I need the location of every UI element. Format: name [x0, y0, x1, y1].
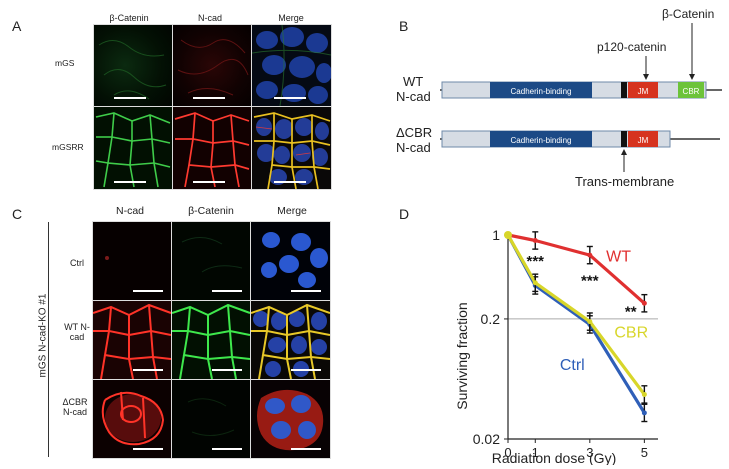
panel-a-label: A	[12, 18, 22, 34]
panel-c-row-label-wt: WT N-cad	[64, 322, 90, 342]
series-label-cbr: CBR	[614, 325, 648, 342]
x-tick-label: 1	[532, 445, 539, 460]
panel-c-group-label: mGS N-cad-KO #1	[37, 293, 49, 378]
significance-annotation: **	[625, 303, 637, 320]
wt-cbr-label: CBR	[683, 87, 700, 96]
significance-annotation: ***	[581, 272, 599, 289]
y-tick-label: 0.02	[473, 431, 500, 447]
x-tick-label: 3	[586, 445, 593, 460]
wt-jm-domain	[628, 82, 658, 98]
dcbr-label-line2: N-cad	[396, 140, 431, 155]
ncad-domain-diagram: WT N-cad Cadherin-binding JM CBR p120-ca…	[396, 7, 722, 189]
wt-cadherin-binding-label: Cadherin-binding	[511, 87, 572, 96]
micrograph-c-ctrl-ncad	[92, 221, 172, 301]
panel-a-col-header-merge: Merge	[278, 13, 304, 23]
panel-a-col-header-ncad: N-cad	[197, 13, 222, 23]
data-point	[641, 300, 647, 306]
series-line-wt	[507, 233, 646, 305]
series-label-wt: WT	[606, 249, 631, 266]
y-tick-label: 0.2	[481, 311, 501, 327]
data-point	[641, 410, 647, 416]
wt-label-line2: N-cad	[396, 89, 431, 104]
panel-c-group-bracket	[48, 222, 49, 457]
data-point	[587, 252, 593, 258]
dcbr-cadherin-binding-label: Cadherin-binding	[511, 136, 572, 145]
micrograph-c-dcbr-merge	[250, 379, 331, 459]
data-point	[504, 231, 512, 239]
panel-d-label: D	[399, 206, 410, 222]
panel-b-label: B	[399, 18, 409, 34]
panel-a-row-label-mgsrr: mGSRR	[52, 142, 84, 152]
panel-c-label: C	[12, 206, 23, 222]
dcbr-jm-label: JM	[638, 136, 649, 145]
series-label-ctrl: Ctrl	[560, 357, 585, 374]
y-tick-label: 1	[492, 227, 500, 243]
x-tick-label: 0	[504, 445, 511, 460]
panel-c-row-label-dcbr: ΔCBR N-cad	[62, 397, 88, 417]
x-tick-label: 5	[641, 445, 648, 460]
transmembrane-callout: Trans-membrane	[575, 174, 674, 189]
series-line-cbr	[506, 234, 646, 396]
beta-catenin-callout: β-Catenin	[662, 7, 714, 21]
panel-a-col-header-bcat: β-Catenin	[109, 13, 149, 23]
panel-c-col-header-bcat: β-Catenin	[188, 205, 234, 217]
dcbr-jm-domain	[628, 131, 658, 147]
wt-tm-domain	[621, 82, 627, 98]
panel-c-col-header-merge: Merge	[277, 205, 307, 217]
data-point	[587, 319, 593, 325]
micrograph-c-ctrl-bcatenin	[171, 221, 251, 301]
wt-label-line1: WT	[403, 74, 423, 89]
data-point	[532, 237, 538, 243]
wt-cbr-domain	[678, 82, 704, 98]
micrograph-a-mgsrr-ncad	[172, 106, 252, 190]
micrograph-c-wt-ncad	[92, 300, 172, 380]
wt-cadherin-binding-domain	[490, 82, 592, 98]
y-axis-title: Surviving fraction	[454, 302, 470, 409]
panel-c-row-label-ctrl: Ctrl	[70, 258, 84, 268]
dcbr-cadherin-binding-domain	[490, 131, 592, 147]
significance-annotation: ***	[527, 253, 545, 270]
wt-jm-label: JM	[638, 87, 649, 96]
x-axis-title: Radiation dose (Gy)	[492, 450, 617, 465]
dcbr-label-line1: ΔCBR	[396, 125, 432, 140]
data-point	[532, 280, 538, 286]
p120-catenin-callout: p120-catenin	[597, 40, 666, 54]
micrograph-c-dcbr-ncad	[92, 379, 172, 459]
micrograph-a-mgs-ncad	[172, 24, 252, 107]
micrograph-a-mgsrr-bcatenin	[93, 106, 173, 190]
micrograph-c-dcbr-bcatenin	[171, 379, 251, 459]
micrograph-a-mgsrr-merge	[251, 106, 332, 190]
micrograph-c-ctrl-merge	[250, 221, 331, 301]
dcbr-tm-domain	[621, 131, 627, 147]
panel-a-row-label-mgs: mGS	[55, 58, 75, 68]
micrograph-a-mgs-merge	[251, 24, 332, 107]
micrograph-c-wt-merge	[250, 300, 331, 380]
panel-c-col-header-ncad: N-cad	[115, 205, 144, 217]
micrograph-c-wt-bcatenin	[171, 300, 251, 380]
data-point	[641, 391, 647, 397]
micrograph-a-mgs-bcatenin	[93, 24, 173, 107]
